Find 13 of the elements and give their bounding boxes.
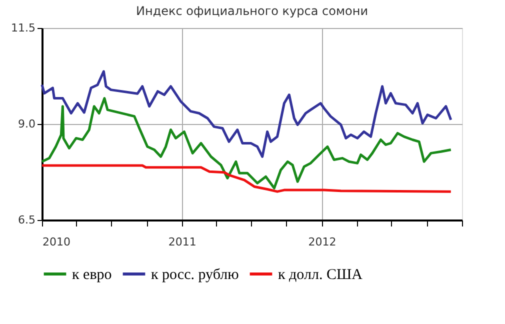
line-series [40,70,452,158]
line-series [40,164,452,193]
legend-label: к долл. США [278,267,363,283]
x-tick-label: 2012 [308,236,336,248]
chart-title: Индекс официального курса сомони [136,4,368,18]
legend-label: к евро [72,267,112,283]
x-tick-label: 2011 [168,236,196,248]
y-tick-label: 11.5 [11,22,36,34]
y-tick-label: 9.0 [18,118,36,130]
line-series [40,97,452,190]
x-tick-label: 2010 [42,236,70,248]
legend-label: к росс. рублю [151,267,239,283]
y-tick-label: 6.5 [18,214,36,226]
